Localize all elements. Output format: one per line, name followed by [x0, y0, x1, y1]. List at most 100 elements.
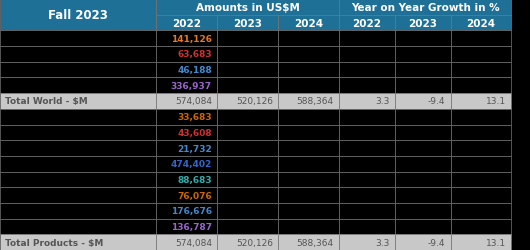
- Text: 3.3: 3.3: [375, 97, 390, 106]
- Bar: [278, 140, 339, 156]
- Bar: [217, 125, 278, 140]
- Bar: [278, 188, 339, 203]
- Bar: [450, 78, 511, 94]
- Text: 520,126: 520,126: [236, 238, 273, 247]
- Text: -9.4: -9.4: [428, 97, 445, 106]
- Bar: [450, 62, 511, 78]
- Bar: [0, 172, 156, 188]
- Bar: [278, 172, 339, 188]
- Text: Amounts in US$M: Amounts in US$M: [196, 3, 299, 13]
- Bar: [0, 94, 156, 110]
- Bar: [450, 47, 511, 62]
- Bar: [339, 140, 395, 156]
- Text: 2023: 2023: [233, 18, 262, 28]
- Text: Discrete: Discrete: [5, 113, 43, 122]
- Bar: [156, 94, 217, 110]
- Bar: [0, 140, 156, 156]
- Bar: [156, 0, 339, 16]
- Bar: [0, 234, 156, 250]
- Bar: [156, 47, 217, 62]
- Bar: [339, 31, 395, 47]
- Bar: [395, 110, 450, 125]
- Bar: [217, 78, 278, 94]
- Bar: [0, 47, 156, 62]
- Bar: [0, 62, 156, 78]
- Bar: [217, 62, 278, 78]
- Text: 2024: 2024: [466, 18, 496, 28]
- Bar: [395, 219, 450, 234]
- Text: 520,126: 520,126: [236, 97, 273, 106]
- Bar: [156, 125, 217, 140]
- Bar: [278, 234, 339, 250]
- Bar: [156, 234, 217, 250]
- Bar: [450, 156, 511, 172]
- Bar: [339, 188, 395, 203]
- Bar: [339, 219, 395, 234]
- Bar: [278, 219, 339, 234]
- Bar: [156, 140, 217, 156]
- Bar: [217, 188, 278, 203]
- Bar: [0, 78, 156, 94]
- Bar: [217, 219, 278, 234]
- Bar: [450, 188, 511, 203]
- Bar: [156, 203, 217, 219]
- Bar: [278, 31, 339, 47]
- Bar: [0, 156, 156, 172]
- Text: Fall 2023: Fall 2023: [48, 9, 108, 22]
- Bar: [217, 140, 278, 156]
- Bar: [156, 110, 217, 125]
- Bar: [339, 62, 395, 78]
- Bar: [450, 234, 511, 250]
- Text: ICs: ICs: [5, 160, 19, 168]
- Bar: [395, 62, 450, 78]
- Bar: [450, 110, 511, 125]
- Text: 141,126: 141,126: [171, 34, 212, 43]
- Bar: [156, 188, 217, 203]
- Text: Total World - $M: Total World - $M: [5, 97, 88, 106]
- Text: Total Products - $M: Total Products - $M: [5, 238, 104, 247]
- Bar: [339, 0, 511, 16]
- Bar: [339, 78, 395, 94]
- Text: 3.3: 3.3: [375, 238, 390, 247]
- Bar: [278, 203, 339, 219]
- Text: 588,364: 588,364: [297, 97, 334, 106]
- Bar: [339, 94, 395, 110]
- Text: 574,084: 574,084: [175, 238, 212, 247]
- Text: Japan: Japan: [5, 66, 30, 75]
- Text: 474,402: 474,402: [171, 160, 212, 168]
- Text: Micro: Micro: [5, 191, 36, 200]
- Text: 2022: 2022: [172, 18, 201, 28]
- Text: Asia Pacific: Asia Pacific: [5, 82, 56, 90]
- Bar: [395, 156, 450, 172]
- Text: 336,937: 336,937: [171, 82, 212, 90]
- Bar: [278, 47, 339, 62]
- Bar: [395, 31, 450, 47]
- Bar: [278, 94, 339, 110]
- Bar: [278, 156, 339, 172]
- Text: Year on Year Growth in %: Year on Year Growth in %: [351, 3, 500, 13]
- Text: 136,787: 136,787: [171, 222, 212, 231]
- Bar: [450, 94, 511, 110]
- Bar: [339, 16, 395, 31]
- Bar: [0, 110, 156, 125]
- Bar: [0, 219, 156, 234]
- Text: 588,364: 588,364: [297, 238, 334, 247]
- Bar: [217, 47, 278, 62]
- Bar: [450, 219, 511, 234]
- Bar: [0, 203, 156, 219]
- Bar: [339, 203, 395, 219]
- Bar: [217, 203, 278, 219]
- Text: 13.1: 13.1: [486, 238, 506, 247]
- Bar: [395, 188, 450, 203]
- Bar: [450, 125, 511, 140]
- Bar: [395, 203, 450, 219]
- Bar: [217, 16, 278, 31]
- Bar: [278, 78, 339, 94]
- Bar: [395, 125, 450, 140]
- Text: 21,732: 21,732: [177, 144, 212, 153]
- Bar: [339, 110, 395, 125]
- Bar: [395, 47, 450, 62]
- Bar: [339, 125, 395, 140]
- Text: 13.1: 13.1: [486, 97, 506, 106]
- Bar: [278, 16, 339, 31]
